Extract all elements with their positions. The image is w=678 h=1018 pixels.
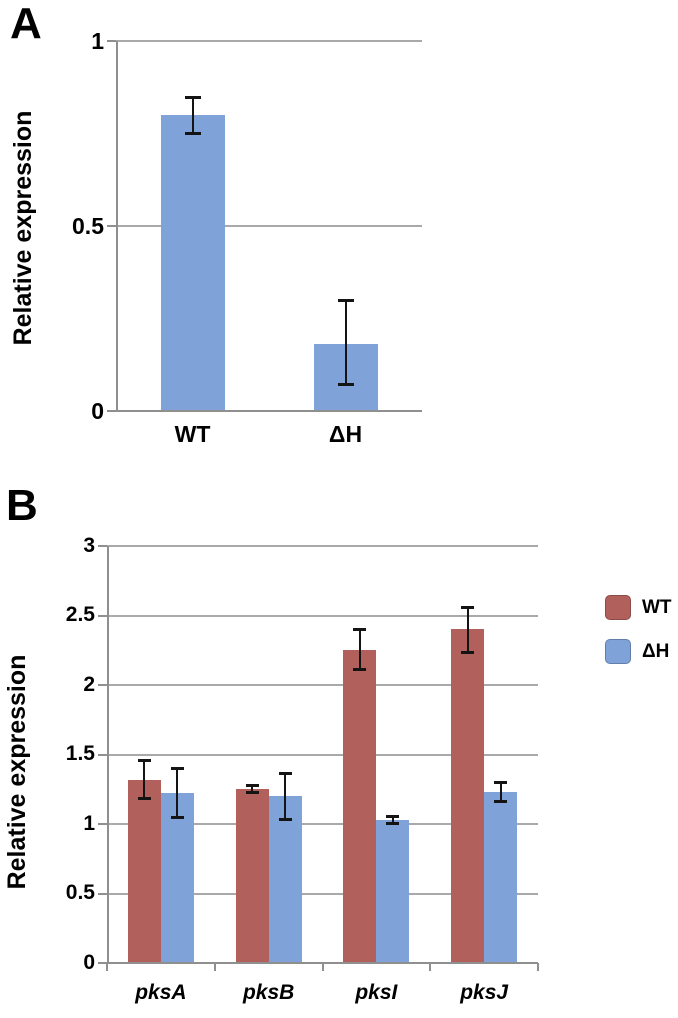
error-cap-bottom-ΔH-pksA bbox=[170, 816, 184, 820]
gridline-2 bbox=[107, 684, 538, 686]
y-tick-label-0: 0 bbox=[83, 950, 95, 974]
error-cap-top-ΔH-pksJ bbox=[494, 781, 508, 785]
bar-ΔH-pksB bbox=[268, 796, 302, 963]
y-tick-2 bbox=[98, 684, 107, 686]
bar-ΔH-pksA bbox=[160, 793, 194, 963]
error-cap-top-ΔH-ΔH bbox=[337, 299, 354, 302]
bar-WT-WT bbox=[160, 115, 225, 411]
x-axis-line bbox=[98, 962, 538, 964]
bar-WT-pksA bbox=[127, 779, 161, 963]
y-tick-label-1.5: 1.5 bbox=[65, 742, 95, 766]
wt-legend-label: WT bbox=[642, 597, 672, 618]
x-boundary-tick-1 bbox=[213, 963, 216, 971]
bar-WT-pksJ bbox=[451, 629, 485, 963]
y-tick-label-2: 2 bbox=[83, 672, 95, 696]
error-cap-top-ΔH-pksA bbox=[170, 767, 184, 771]
y-tick-1 bbox=[98, 823, 107, 825]
error-cap-bottom-ΔH-pksB bbox=[278, 817, 292, 821]
x-label-pksA: pksA bbox=[135, 981, 187, 1004]
error-bar-WT-pksI bbox=[358, 629, 361, 670]
legend-entry-dh: ΔH bbox=[605, 639, 672, 664]
gridline-3 bbox=[107, 545, 538, 547]
error-bar-WT-pksB bbox=[251, 785, 254, 794]
y-tick-0.5 bbox=[107, 225, 116, 227]
x-label-ΔH: ΔH bbox=[328, 421, 363, 447]
wt-legend-swatch bbox=[605, 595, 631, 620]
y-axis-line bbox=[116, 41, 118, 411]
x-label-pksB: pksB bbox=[242, 981, 295, 1004]
y-tick-label-0: 0 bbox=[91, 397, 104, 424]
y-tick-2.5 bbox=[98, 614, 107, 617]
y-tick-1.5 bbox=[98, 753, 107, 756]
error-bar-ΔH-pksI bbox=[391, 815, 394, 824]
error-cap-bottom-ΔH-ΔH bbox=[337, 383, 354, 387]
legend-entry-wt: WT bbox=[605, 595, 672, 620]
error-cap-top-WT-pksI bbox=[353, 628, 367, 632]
error-cap-bottom-WT-pksA bbox=[137, 796, 151, 800]
y-tick-label-2.5: 2.5 bbox=[65, 603, 95, 627]
error-bar-ΔH-pksB bbox=[284, 772, 287, 820]
error-cap-bottom-WT-WT bbox=[184, 131, 201, 135]
gridline-1 bbox=[107, 823, 538, 825]
x-axis-line bbox=[107, 410, 422, 412]
error-bar-ΔH-ΔH bbox=[344, 300, 347, 386]
bar-WT-pksB bbox=[235, 789, 269, 963]
bar-ΔH-pksJ bbox=[484, 792, 518, 963]
y-tick-label-1: 1 bbox=[91, 27, 104, 54]
y-tick-label-1: 1 bbox=[83, 811, 95, 835]
error-cap-top-WT-WT bbox=[184, 95, 201, 99]
error-cap-bottom-WT-pksB bbox=[245, 791, 259, 795]
bar-WT-pksI bbox=[343, 650, 377, 963]
error-cap-bottom-WT-pksJ bbox=[461, 651, 475, 655]
panel-a-letter: A bbox=[10, 0, 42, 48]
gridline-0.5 bbox=[116, 225, 422, 227]
gridline-1.5 bbox=[107, 753, 538, 756]
x-label-pksI: pksI bbox=[355, 981, 398, 1004]
error-cap-bottom-WT-pksI bbox=[353, 667, 367, 671]
gridline-0.5 bbox=[107, 892, 538, 895]
y-tick-label-0.5: 0.5 bbox=[72, 212, 104, 239]
error-bar-ΔH-pksJ bbox=[499, 782, 502, 802]
y-axis-line bbox=[107, 546, 109, 963]
error-bar-ΔH-pksA bbox=[176, 768, 179, 819]
bar-ΔH-pksI bbox=[376, 819, 410, 963]
error-cap-top-WT-pksB bbox=[245, 784, 259, 788]
y-tick-3 bbox=[98, 545, 107, 547]
x-label-WT: WT bbox=[174, 421, 211, 447]
error-cap-top-ΔH-pksI bbox=[386, 814, 400, 818]
x-boundary-tick-3 bbox=[429, 963, 432, 971]
x-boundary-tick-0 bbox=[106, 963, 108, 971]
dh-legend-label: ΔH bbox=[642, 641, 670, 662]
error-bar-WT-WT bbox=[191, 96, 194, 134]
x-label-pksJ: pksJ bbox=[460, 981, 509, 1004]
dh-legend-swatch bbox=[605, 639, 631, 664]
error-bar-WT-pksA bbox=[143, 760, 146, 799]
y-tick-1 bbox=[107, 40, 116, 42]
error-cap-top-WT-pksJ bbox=[461, 606, 475, 610]
error-bar-WT-pksJ bbox=[466, 607, 469, 654]
x-boundary-tick-2 bbox=[321, 963, 324, 971]
error-cap-top-WT-pksA bbox=[137, 759, 151, 763]
error-cap-bottom-ΔH-pksI bbox=[386, 822, 400, 825]
panel-b-legend: WT ΔH bbox=[605, 595, 672, 683]
gridline-1 bbox=[116, 40, 422, 42]
y-tick-label-3: 3 bbox=[83, 533, 95, 557]
y-tick-label-0.5: 0.5 bbox=[65, 881, 95, 905]
x-boundary-tick-4 bbox=[537, 963, 539, 971]
panel-b-letter: B bbox=[6, 481, 38, 530]
y-tick-0.5 bbox=[98, 892, 107, 895]
error-cap-top-ΔH-pksB bbox=[278, 771, 292, 775]
gridline-2.5 bbox=[107, 614, 538, 617]
error-cap-bottom-ΔH-pksJ bbox=[494, 799, 508, 803]
